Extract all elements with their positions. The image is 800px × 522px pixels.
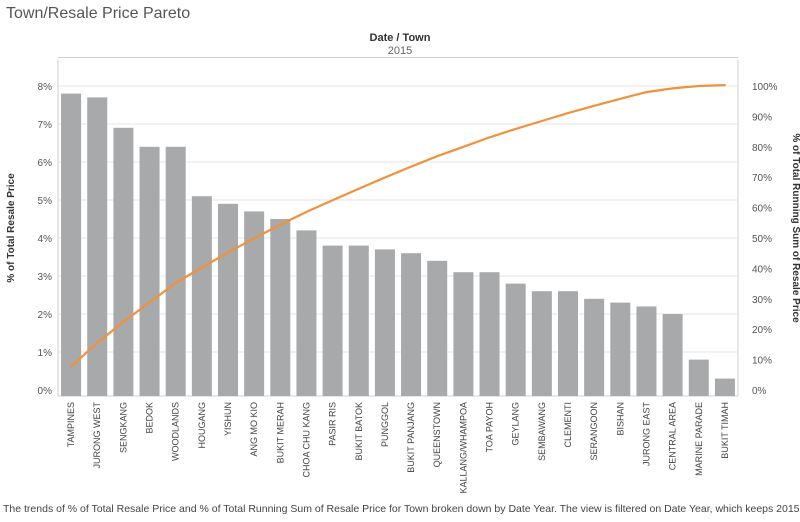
bar	[374, 249, 395, 396]
bar	[139, 146, 160, 396]
bar	[296, 230, 317, 396]
bar	[322, 245, 343, 396]
bar	[636, 306, 657, 396]
x-tick-label: GEYLANG	[511, 402, 521, 446]
bar	[453, 272, 474, 396]
x-tick-label: BUKIT BATOK	[354, 402, 364, 461]
y-tick-left: 5%	[38, 196, 53, 207]
x-tick-label: BUKIT TIMAH	[720, 402, 730, 459]
bar	[531, 291, 552, 396]
y-tick-left: 1%	[38, 348, 53, 359]
x-tick-label: ANG MO KIO	[249, 402, 259, 457]
bar	[270, 219, 291, 396]
x-tick-label: YISHUN	[223, 402, 233, 436]
x-tick-label: JURONG WEST	[92, 401, 102, 468]
pareto-chart: 0% 1% 2% 3% 4% 5% 6% 7% 8% 0% 10% 20% 30% 40% 50% 60% 70…	[6, 60, 800, 494]
x-tick-label: BISHAN	[615, 402, 625, 436]
chart-caption: The trends of % of Total Resale Price an…	[3, 503, 800, 515]
bar	[61, 93, 82, 396]
column-header-value: 2015	[387, 45, 413, 57]
y-tick-left: 8%	[38, 82, 53, 93]
y-tick-right: 50%	[752, 234, 772, 245]
bar	[688, 359, 709, 396]
bar	[244, 211, 265, 396]
y-tick-right: 0%	[752, 386, 767, 397]
x-tick-label: SERANGOON	[589, 402, 599, 461]
y-tick-left: 7%	[38, 120, 53, 131]
x-tick-label: TAMPINES	[66, 402, 76, 447]
bar	[479, 272, 500, 396]
x-tick-label: BUKIT PANJANG	[406, 402, 416, 473]
x-tick-label: CLEMENTI	[563, 402, 573, 448]
y-tick-left: 4%	[38, 234, 53, 245]
y-tick-left: 0%	[38, 386, 53, 397]
x-tick-label: PUNGGOL	[380, 402, 390, 447]
y-tick-right: 60%	[752, 204, 772, 215]
x-tick-label: MARINE PARADE	[694, 402, 704, 476]
x-tick-label: SEMBAWANG	[537, 402, 547, 461]
x-tick-label: HOUGANG	[197, 402, 207, 449]
x-tick-label: SENGKANG	[118, 402, 128, 453]
y-tick-right: 70%	[752, 173, 772, 184]
x-tick-label: BUKIT MERAH	[275, 402, 285, 463]
bar	[558, 291, 578, 396]
x-tick-label: WOODLANDS	[171, 402, 181, 461]
running-sum-line	[69, 83, 727, 368]
x-tick-label: PASIR RIS	[328, 402, 338, 446]
bar	[610, 302, 631, 396]
y-tick-left: 2%	[38, 310, 53, 321]
bar	[348, 245, 369, 396]
bar	[662, 314, 683, 396]
x-tick-label: CHOA CHU KANG	[301, 402, 311, 478]
y-tick-right: 100%	[752, 82, 778, 93]
x-tick-label: BEDOK	[145, 402, 155, 434]
x-tick-label: QUEENSTOWN	[432, 402, 442, 467]
chart-title: Town/Resale Price Pareto	[6, 5, 191, 22]
y-tick-right: 20%	[752, 325, 772, 336]
x-tick-label: TOA PAYOH	[485, 402, 495, 453]
y-tick-right: 10%	[752, 356, 772, 367]
bar	[113, 127, 134, 397]
y-tick-right: 40%	[752, 264, 772, 275]
y-axis-title-left: % of Total Resale Price	[6, 173, 17, 283]
header-divider	[58, 57, 738, 58]
y-axis-title-right: % of Total Running Sum of Resale Price	[790, 133, 800, 323]
y-tick-left: 3%	[38, 272, 53, 283]
bar	[191, 196, 212, 396]
bar	[427, 260, 448, 396]
y-tick-left: 6%	[38, 158, 53, 169]
bar	[165, 146, 186, 396]
bar	[584, 298, 605, 396]
y-tick-right: 80%	[752, 143, 772, 154]
column-header-field: Date / Town	[369, 32, 431, 44]
bar	[714, 378, 735, 396]
x-tick-label: JURONG EAST	[641, 402, 651, 467]
bar	[218, 203, 238, 396]
bar	[401, 253, 422, 396]
y-tick-right: 30%	[752, 295, 772, 306]
y-tick-right: 90%	[752, 112, 772, 123]
x-tick-label: KALLANG/WHAMPOA	[458, 402, 468, 494]
x-tick-label: CENTRAL AREA	[668, 402, 678, 470]
bar	[505, 283, 526, 396]
bar	[87, 97, 108, 397]
